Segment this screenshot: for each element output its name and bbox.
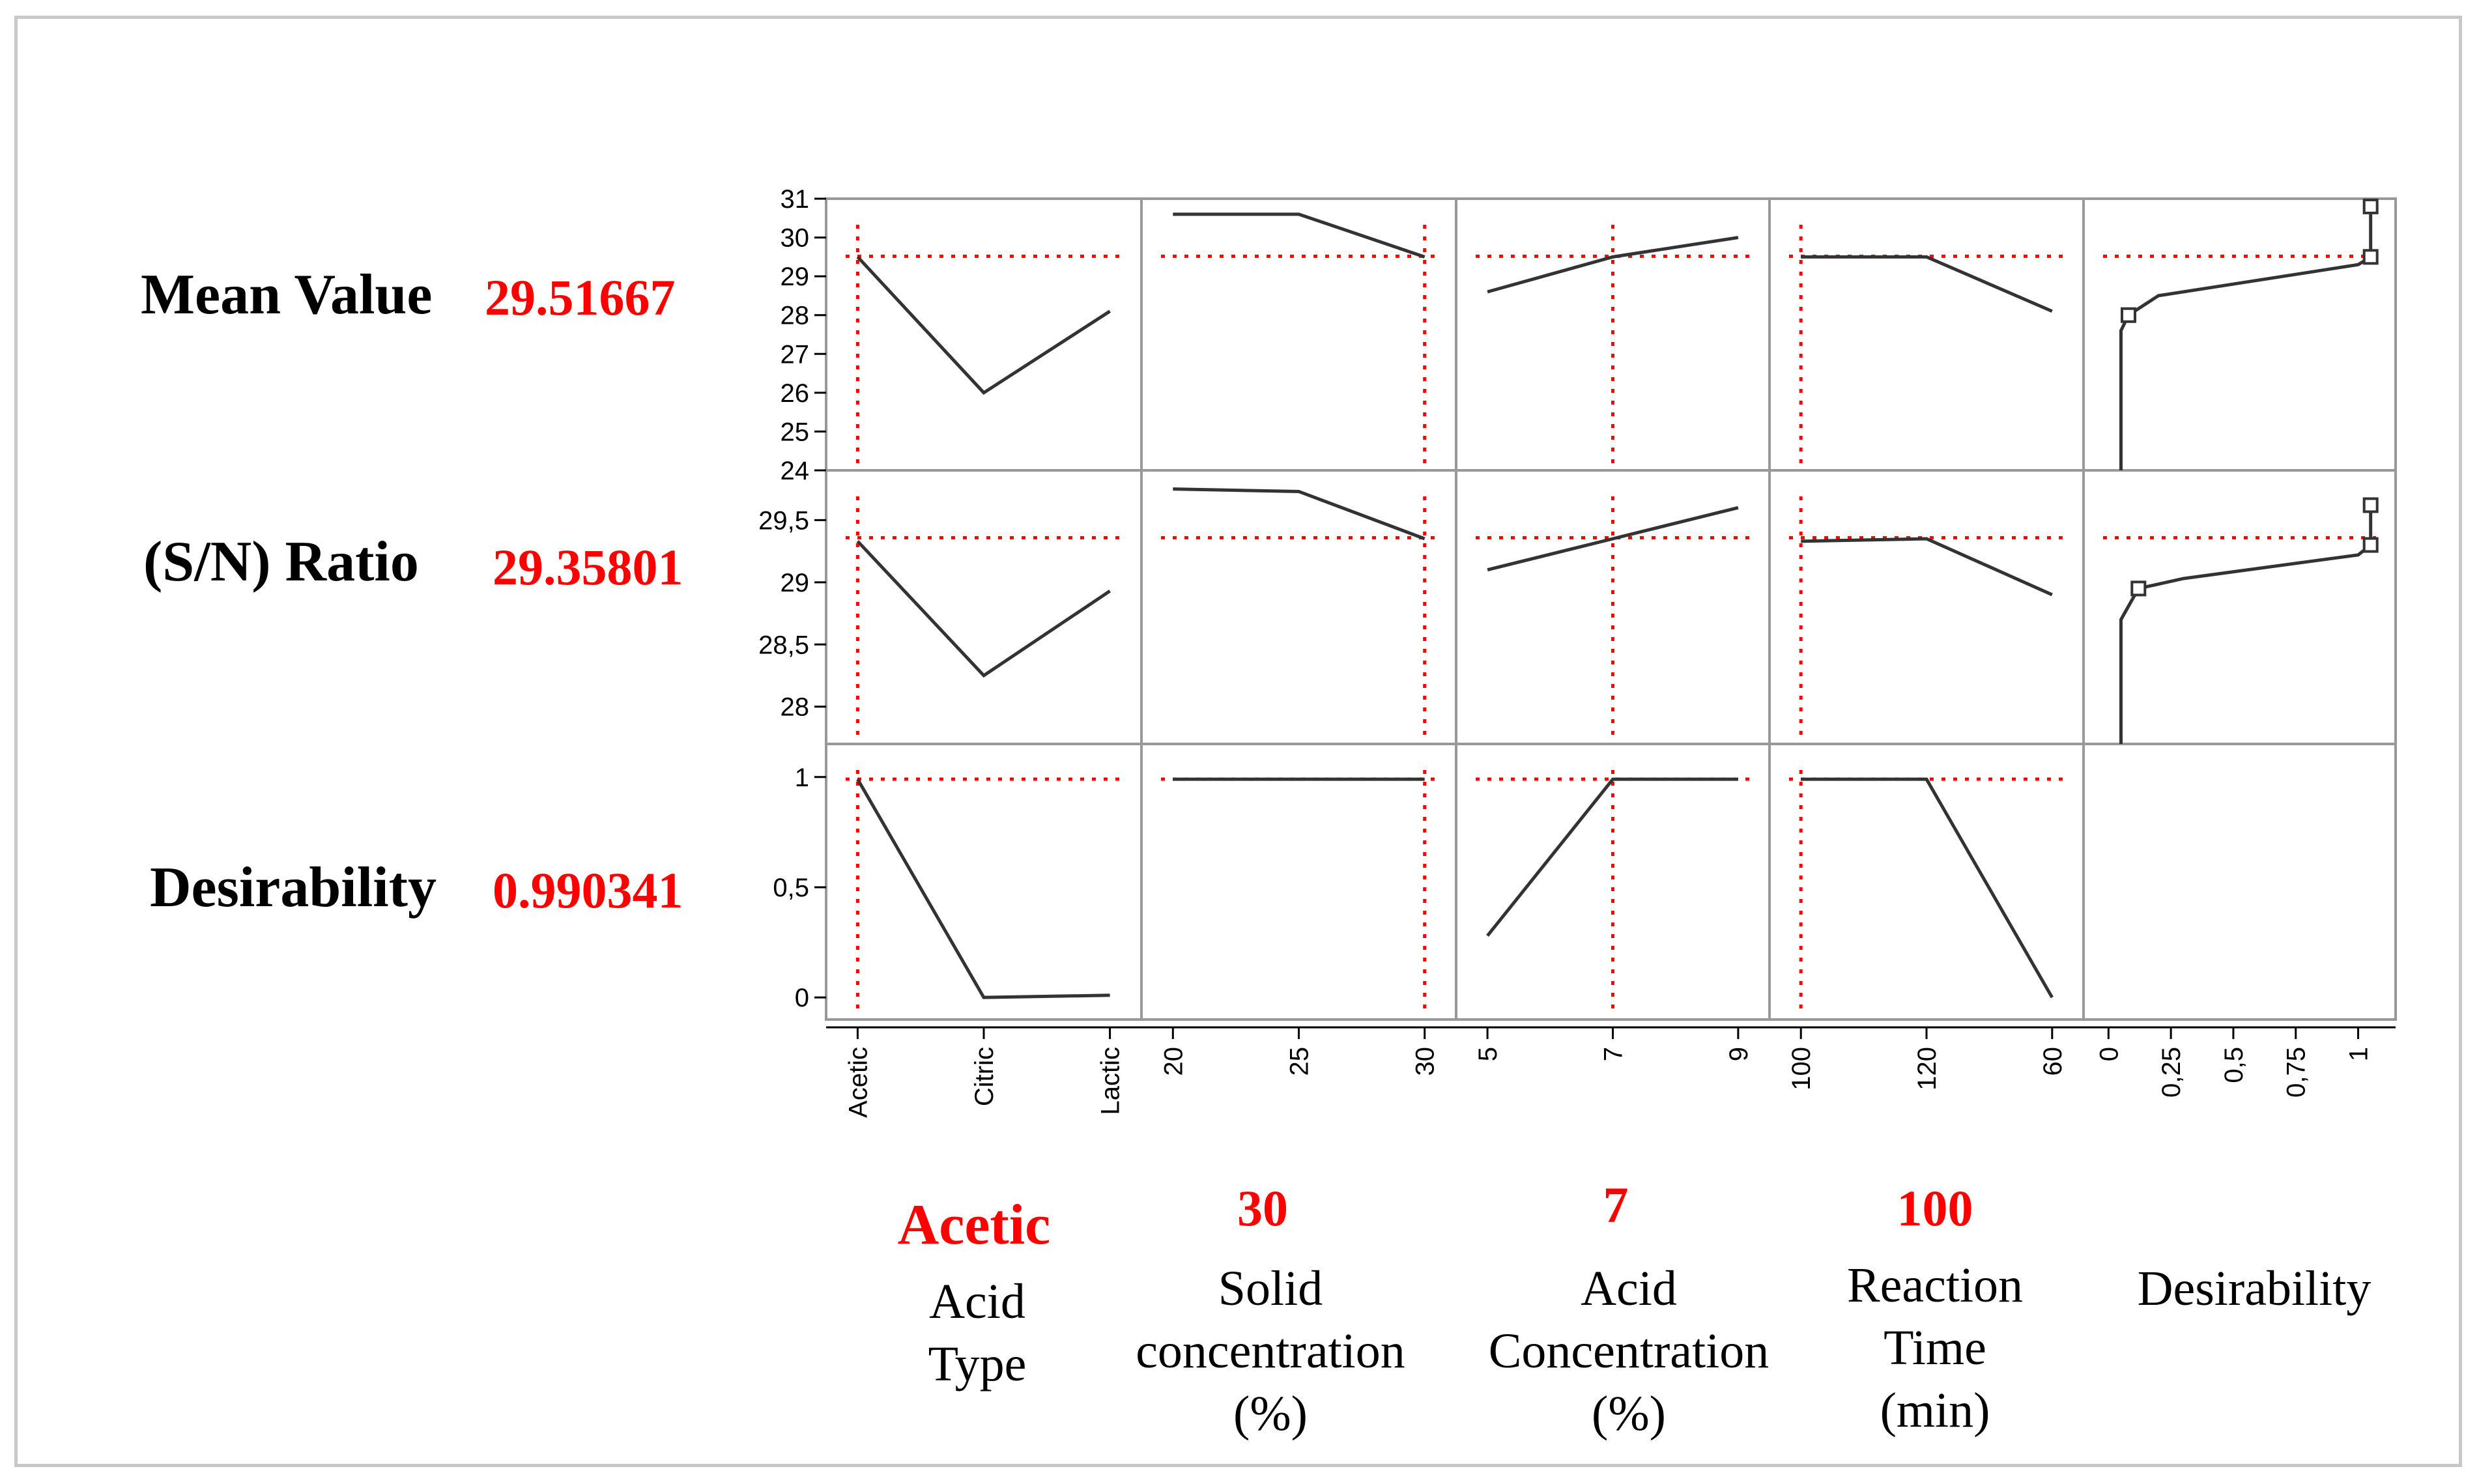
- y-tick-label: 29: [781, 263, 810, 291]
- row-value-desirability: 0.990341: [493, 862, 683, 919]
- row-label-desirability: Desirability: [150, 856, 437, 919]
- y-tick-label: 0,5: [773, 874, 809, 902]
- y-tick-label: 27: [781, 340, 810, 369]
- series-line: [1173, 212, 1426, 259]
- y-tick-label: 30: [781, 224, 810, 253]
- series-line: [1487, 506, 1739, 572]
- desirability-marker: [2362, 198, 2379, 214]
- x-tick-label: 100: [1787, 1047, 1816, 1091]
- x-tick-label: 0,25: [2157, 1047, 2186, 1098]
- x-tick-label: 60: [2039, 1047, 2067, 1076]
- row-value-sn-ratio: 29.35801: [493, 539, 683, 595]
- y-tick-label: 0: [795, 984, 809, 1012]
- x-tick-label: 30: [1411, 1047, 1440, 1076]
- series-line: [1486, 777, 1738, 937]
- col-label-acid-concentration: Acid Concentration (%): [1488, 1261, 1770, 1441]
- col-setting-reaction-time: 100: [1897, 1180, 1973, 1236]
- x-tick-label: 9: [1725, 1047, 1753, 1061]
- panel-r0-c0: [825, 197, 1143, 472]
- x-tick-label: 120: [1913, 1047, 1942, 1091]
- panel-r2-c4: [2082, 743, 2397, 1021]
- y-tick-label: 25: [781, 418, 810, 446]
- x-tick-label: Lactic: [1096, 1047, 1125, 1115]
- series-line: [1801, 777, 2054, 999]
- y-tick-label: 29,5: [758, 506, 809, 535]
- y-tick-label: 24: [781, 457, 810, 485]
- y-tick-label: 28,5: [758, 631, 809, 659]
- x-tick-label: 20: [1159, 1047, 1188, 1076]
- desirability-marker: [2120, 307, 2136, 323]
- desirability-marker: [2362, 497, 2379, 513]
- row-label-mean-value: Mean Value: [141, 263, 433, 326]
- y-tick-label: 26: [781, 379, 810, 408]
- x-tick-label: 0: [2095, 1047, 2123, 1061]
- y-tick-label: 28: [781, 693, 810, 722]
- col-label-acid-type: Acid Type: [928, 1274, 1027, 1391]
- series-line: [1173, 487, 1426, 541]
- series-line: [856, 255, 1111, 395]
- series-line: [856, 540, 1111, 678]
- x-tick-label: 25: [1285, 1047, 1314, 1076]
- panel-r2-c0: [825, 743, 1143, 1021]
- panel-r1-c4: [2082, 469, 2397, 745]
- series-line: [856, 778, 1110, 999]
- x-tick-label: 7: [1599, 1047, 1628, 1061]
- col-setting-acid-concentration: 7: [1603, 1177, 1629, 1233]
- y-tick-label: 1: [795, 763, 809, 792]
- row-label-sn-ratio: (S/N) Ratio: [143, 530, 419, 593]
- col-label-solid-concentration: Solid concentration (%): [1136, 1261, 1405, 1441]
- y-tick-label: 28: [781, 302, 810, 330]
- x-tick-label: 0,5: [2220, 1047, 2248, 1083]
- y-tick-label: 31: [781, 185, 810, 214]
- x-tick-label: 1: [2345, 1047, 2373, 1061]
- x-tick-label: Citric: [970, 1047, 999, 1106]
- series-line: [1487, 236, 1739, 294]
- panel-r1-c3: [1768, 469, 2085, 745]
- col-label-desirability: Desirability: [2137, 1261, 2372, 1316]
- desirability-marker: [2130, 580, 2147, 597]
- panel-r2-c3: [1768, 743, 2085, 1021]
- col-setting-solid-concentration: 30: [1237, 1180, 1288, 1236]
- desirability-trace: [2119, 505, 2373, 744]
- x-tick-label: 5: [1474, 1047, 1502, 1061]
- desirability-trace: [2119, 206, 2373, 470]
- series-line: [1801, 537, 2053, 597]
- y-tick-label: 29: [781, 569, 810, 597]
- col-label-reaction-time: Reaction Time (min): [1846, 1258, 2024, 1438]
- row-value-mean-value: 29.51667: [485, 269, 676, 326]
- series-line: [1801, 255, 2053, 313]
- figure-frame: [14, 16, 2462, 1467]
- desirability-marker: [2362, 537, 2379, 553]
- panel-r1-c0: [825, 469, 1143, 745]
- desirability-marker: [2362, 249, 2379, 265]
- panel-r1-c1: [1140, 469, 1457, 745]
- col-setting-acid-type: Acetic: [897, 1193, 1051, 1257]
- x-tick-label: Acetic: [844, 1047, 872, 1118]
- panel-r0-c3: [1768, 197, 2085, 472]
- x-tick-label: 0,75: [2282, 1047, 2311, 1098]
- panel-r0-c1: [1140, 197, 1457, 472]
- panel-r2-c1: [1140, 743, 1457, 1021]
- panel-r0-c4: [2082, 197, 2397, 472]
